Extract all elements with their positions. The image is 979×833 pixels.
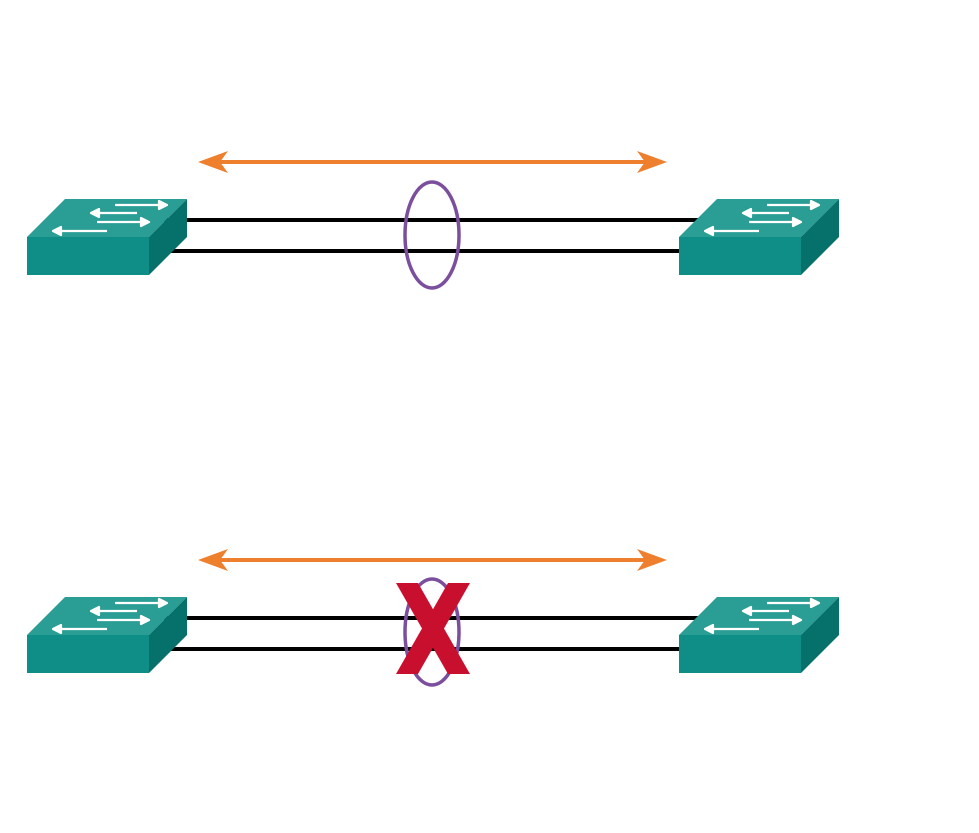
switch-left-bottom (27, 597, 187, 673)
traffic-arrow-top (198, 151, 667, 173)
switch-arrows-icon (51, 597, 169, 635)
traffic-arrow-bottom (198, 549, 667, 571)
switch-arrows-icon (703, 597, 821, 635)
switch-left-top (27, 199, 187, 275)
failure-x-icon (396, 583, 470, 674)
diagram-bottom (27, 549, 839, 687)
switch-right-bottom (679, 597, 839, 673)
bundle-ring-top (403, 180, 461, 290)
switch-right-top (679, 199, 839, 275)
diagram-top (27, 151, 839, 290)
switch-arrows-icon (51, 199, 169, 237)
switch-arrows-icon (703, 199, 821, 237)
bundle-ring-bottom (403, 577, 461, 687)
